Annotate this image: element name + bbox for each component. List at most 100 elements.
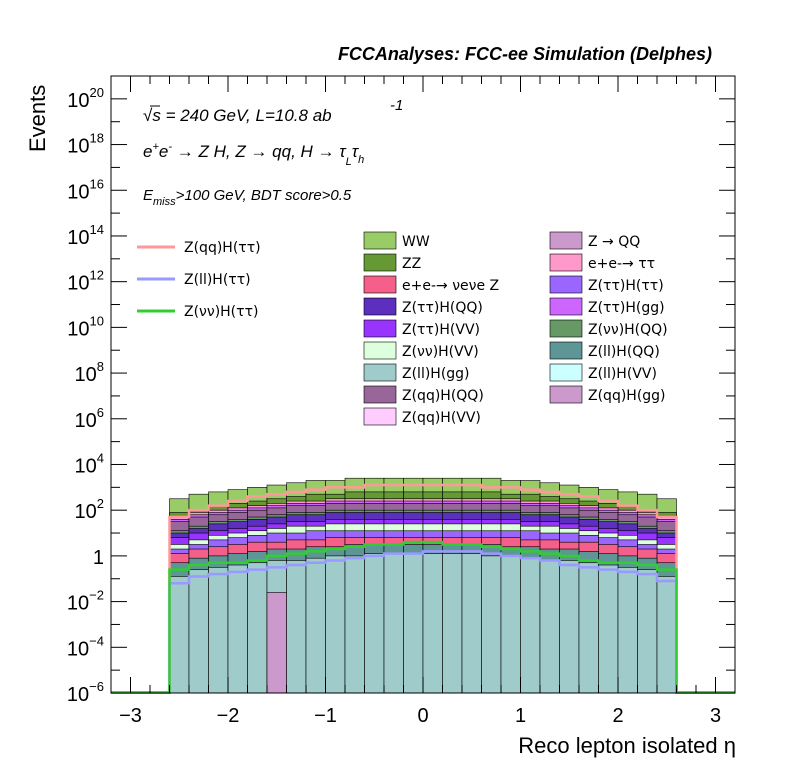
- legend-swatch: [363, 363, 397, 382]
- legend-label: Z(ττ)H(ττ): [588, 278, 664, 294]
- line-z-h-: [111, 540, 735, 694]
- hist-bar: [169, 576, 190, 694]
- y-tick-label: 10−4: [67, 633, 104, 660]
- annotation-process: e+e- → Z H, Z → qq, H → τLτh: [143, 141, 364, 168]
- legend-label: Z(ττ)H(gg): [588, 300, 665, 316]
- legend-label: Z(νν)H(VV): [402, 344, 479, 360]
- hist-bar: [539, 560, 560, 694]
- line-z-ll-h-: [111, 550, 735, 694]
- legend-swatch: [549, 341, 583, 360]
- hist-bar: [578, 562, 599, 694]
- hist-bar: [286, 560, 307, 694]
- x-tick-label: 3: [710, 705, 721, 727]
- y-tick-label: 1010: [67, 313, 104, 340]
- legend-swatch: [363, 407, 397, 426]
- legend-label: Z(νν)H(QQ): [588, 322, 668, 338]
- stacked-histogram: [169, 477, 677, 694]
- legend-swatch: [549, 319, 583, 338]
- legend-label: Z(ll)H(gg): [402, 366, 470, 382]
- annotation-selection: Emiss>100 GeV, BDT score>0.5: [143, 187, 352, 208]
- signal-lines: [111, 483, 735, 694]
- y-tick-label: 10−6: [67, 679, 104, 706]
- svg-text:Emiss>100 GeV, BDT score>0.5: Emiss>100 GeV, BDT score>0.5: [143, 187, 352, 208]
- y-tick-label: 1018: [67, 131, 104, 158]
- sqrt-s: s: [152, 106, 161, 125]
- y-tick-label: 108: [75, 359, 104, 386]
- sqrt-symbol: √: [143, 106, 153, 125]
- lumi-exponent: -1: [390, 97, 403, 114]
- hist-bar: [481, 555, 502, 694]
- hist-bar: [188, 569, 209, 694]
- hist-bar: [227, 564, 248, 694]
- energy-lumi-text: = 240 GeV, L=10.8 ab: [161, 106, 332, 125]
- hist-bar: [461, 553, 482, 694]
- line-z-qq-h-: [111, 483, 735, 694]
- y-axis-label: Events: [25, 85, 50, 152]
- y-tick-label: 1012: [67, 268, 104, 295]
- legend-label: Z(ll)H(QQ): [588, 344, 660, 360]
- series-z-ll-h-gg-: [169, 553, 677, 694]
- legend-label: Z(ττ)H(VV): [402, 322, 480, 338]
- hist-bar: [500, 555, 521, 694]
- legend-swatch: [549, 297, 583, 316]
- y-tick-label: 1016: [67, 176, 104, 203]
- legend-label: Z(qq)H(QQ): [402, 388, 484, 404]
- legend-label: Z(qq)H(VV): [402, 410, 481, 426]
- legend-line-label: Z(νν)H(ττ): [184, 304, 258, 320]
- x-axis: −3 −2 −1 0 1 2 3: [110, 76, 736, 727]
- hist-bar: [325, 555, 346, 694]
- legend-swatch: [549, 363, 583, 382]
- legend-label: Z(ττ)H(QQ): [402, 300, 483, 316]
- hist-bar: [383, 553, 404, 694]
- y-tick-label: 1020: [67, 85, 104, 112]
- legend-label: Z → QQ: [588, 234, 640, 250]
- x-tick-label: −3: [119, 705, 142, 727]
- legend-label: WW: [402, 234, 430, 250]
- hist-bar: [403, 553, 424, 694]
- legend-swatch: [549, 231, 583, 250]
- y-tick-label: 106: [75, 405, 104, 432]
- hist-bar: [656, 576, 677, 694]
- x-axis-label: Reco lepton isolated η: [518, 733, 736, 758]
- hist-bar: [208, 567, 229, 694]
- legend: Z(qq)H(ττ) Z(ll)H(ττ) Z(νν)H(ττ) WW ZZ e+e-→ …: [137, 231, 668, 426]
- legend-swatch: [363, 231, 397, 250]
- hist-bar: [520, 557, 541, 694]
- legend-swatch: [363, 275, 397, 294]
- y-tick-label: 1014: [67, 222, 104, 249]
- x-tick-label: −1: [314, 705, 337, 727]
- y-tick-label: 102: [75, 496, 104, 523]
- x-tick-label: 1: [515, 705, 526, 727]
- hist-bar: [637, 569, 658, 694]
- x-tick-label: 2: [612, 705, 623, 727]
- legend-swatch: [363, 341, 397, 360]
- legend-line-label: Z(ll)H(ττ): [184, 272, 251, 288]
- y-tick-label: 1: [93, 547, 104, 569]
- y-tick-label: 10−2: [67, 588, 104, 615]
- legend-swatch: [363, 297, 397, 316]
- legend-line-label: Z(qq)H(ττ): [184, 240, 261, 256]
- hist-bar: [598, 564, 619, 694]
- hist-bar: [617, 567, 638, 694]
- hist-bar: [364, 553, 385, 694]
- legend-swatch: [549, 253, 583, 272]
- hist-bar: [305, 557, 326, 694]
- legend-swatch: [549, 275, 583, 294]
- legend-label: Z(ll)H(VV): [588, 366, 657, 382]
- legend-label: ZZ: [402, 256, 421, 272]
- legend-swatch: [363, 319, 397, 338]
- hist-bar: [247, 562, 268, 694]
- svg-text:e+e- → Z H, Z → qq, H → τLτh: e+e- → Z H, Z → qq, H → τLτh: [143, 141, 364, 168]
- y-axis: 10−6 10−4 10−2 1 102 104 106 108 1010 1012 1014 101…: [67, 75, 735, 706]
- legend-label: e+e-→ νeνe Z: [402, 278, 499, 294]
- hist-bar: [422, 553, 443, 694]
- annotation-energy-lumi: √s = 240 GeV, L=10.8 ab -1: [143, 97, 403, 125]
- legend-label: e+e-→ ττ: [588, 256, 655, 272]
- legend-label: Z(qq)H(gg): [588, 388, 666, 404]
- hist-bar: [344, 555, 365, 694]
- hist-bar: [442, 553, 463, 694]
- legend-swatch: [363, 385, 397, 404]
- svg-text:√s = 240 GeV, L=10.8 ab: √s = 240 GeV, L=10.8 ab: [143, 106, 332, 125]
- y-tick-label: 104: [75, 450, 104, 477]
